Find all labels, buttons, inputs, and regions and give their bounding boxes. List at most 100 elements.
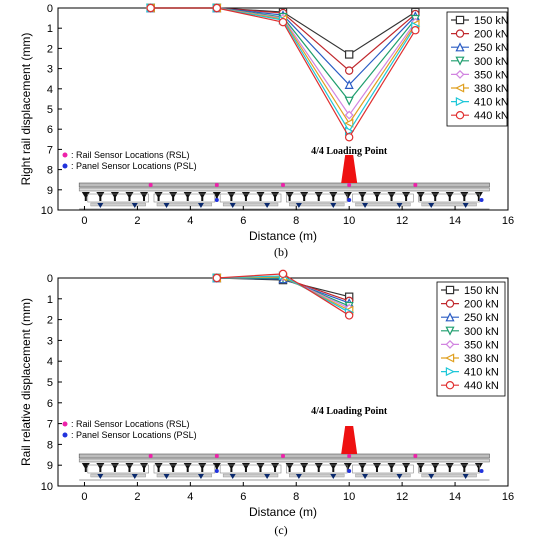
legend-box	[436, 281, 506, 397]
loading-point-label: 4/4 Loading Point	[311, 146, 388, 157]
panel-base	[222, 202, 279, 207]
y-tick-label: 0	[47, 3, 53, 15]
x-tick-label: 12	[396, 215, 408, 227]
load-marker	[341, 426, 358, 454]
panel-base	[289, 473, 345, 478]
fastener-icon	[431, 463, 440, 472]
legend-marker	[445, 353, 455, 363]
sensor-legend-dot	[62, 152, 68, 158]
y-tick-label: 1	[47, 294, 53, 306]
fastener-icon	[81, 192, 90, 201]
legend-label: 380 kN	[474, 83, 509, 95]
data-point	[278, 17, 288, 27]
fastener-icon	[431, 192, 440, 201]
fastener-icon	[329, 192, 338, 201]
y-tick-label: 5	[47, 377, 53, 389]
bearing-icon	[428, 203, 435, 208]
panel-c: 4/4 Loading Point: Rail Sensor Locations…	[19, 269, 514, 537]
sensor-legend-label: : Panel Sensor Locations (PSL)	[71, 161, 197, 171]
bearing-icon	[396, 203, 403, 208]
bearing-icon	[264, 203, 271, 208]
legend-label: 150 kN	[474, 15, 509, 27]
fastener-icon	[183, 463, 192, 472]
data-point	[344, 311, 354, 320]
sensor-legend-label: : Rail Sensor Locations (RSL)	[71, 150, 190, 160]
fastener-icon	[402, 192, 411, 201]
loading-point-label: 4/4 Loading Point	[311, 406, 388, 417]
slab-panel	[153, 193, 216, 203]
legend-marker	[455, 110, 465, 120]
bearing-icon	[362, 474, 369, 479]
legend-marker	[445, 299, 455, 308]
legend-marker	[455, 15, 465, 25]
fastener-icon	[169, 192, 178, 201]
bearing-icon	[295, 474, 302, 479]
x-tick-label: 8	[293, 215, 299, 227]
fastener-icon	[460, 192, 469, 201]
legend-label: 350 kN	[464, 339, 499, 351]
y-tick-label: 10	[41, 205, 53, 217]
rail-sensor-marker	[347, 454, 352, 458]
legend-marker	[455, 83, 465, 93]
legend-label: 300 kN	[464, 326, 499, 338]
slab-panel	[418, 464, 480, 474]
legend-marker	[445, 381, 455, 390]
x-tick-label: 4	[187, 215, 193, 227]
legend-marker	[455, 42, 465, 52]
y-axis-label: Right rail displacement (mm)	[19, 33, 33, 186]
slab-panel	[286, 464, 348, 474]
fastener-icon	[227, 192, 236, 201]
y-tick-label: 9	[47, 185, 53, 197]
panel-base	[90, 473, 146, 478]
y-tick-label: 7	[47, 419, 53, 431]
slab-panel	[87, 193, 149, 203]
panel-base	[156, 202, 213, 207]
slab-panel	[286, 193, 348, 203]
fastener-icon	[416, 463, 425, 472]
sensor-legend-dot	[62, 432, 68, 438]
panel-sensor-marker	[214, 198, 219, 202]
bearing-icon	[197, 474, 204, 479]
x-tick-label: 0	[81, 215, 87, 227]
x-tick-label: 14	[449, 491, 461, 503]
data-point	[344, 66, 354, 75]
data-point	[344, 133, 354, 142]
fastener-icon	[140, 192, 149, 201]
y-tick-label: 1	[47, 23, 53, 35]
slab-panel	[352, 464, 414, 474]
bearing-icon	[131, 203, 138, 208]
y-tick-label: 4	[47, 84, 53, 96]
fastener-icon	[271, 192, 280, 201]
fastener-icon	[183, 192, 192, 201]
bearing-icon	[131, 474, 138, 479]
legend-label: 250 kN	[464, 312, 499, 324]
fastener-icon	[372, 192, 381, 201]
series-line	[150, 7, 416, 139]
bearing-icon	[229, 203, 236, 208]
fastener-icon	[387, 192, 396, 201]
fastener-icon	[256, 463, 265, 472]
track-schematic	[78, 453, 490, 481]
fastener-icon	[154, 463, 163, 472]
fastener-icon	[154, 192, 163, 201]
rail-sensor-marker	[148, 183, 153, 187]
bearing-icon	[462, 474, 469, 479]
bearing-icon	[197, 203, 204, 208]
fastener-icon	[140, 463, 149, 472]
fastener-icon	[285, 463, 294, 472]
bearing-icon	[229, 474, 236, 479]
x-tick-label: 14	[449, 215, 461, 227]
bearing-icon	[330, 474, 337, 479]
fastener-icon	[445, 463, 454, 472]
bearing-icon	[428, 474, 435, 479]
fastener-icon	[110, 463, 119, 472]
rail-sensor-marker	[347, 183, 352, 187]
bearing-icon	[295, 203, 302, 208]
rail-sensor-marker	[281, 454, 285, 458]
fastener-icon	[460, 463, 469, 472]
fastener-icon	[387, 463, 396, 472]
fastener-icon	[285, 192, 294, 201]
legend-label: 200 kN	[474, 29, 509, 41]
x-tick-label: 12	[396, 491, 408, 503]
